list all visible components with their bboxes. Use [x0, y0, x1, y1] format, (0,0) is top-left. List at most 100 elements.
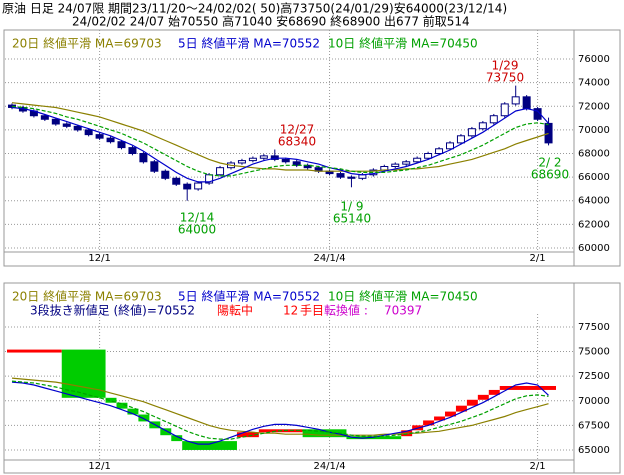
brick: [455, 405, 467, 412]
annotation-date: 1/ 9: [340, 200, 363, 214]
y-tick-label: 67500: [578, 420, 610, 431]
candle-body: [511, 96, 520, 105]
candle-body: [106, 137, 115, 143]
candle-body: [402, 161, 411, 165]
y-tick-label: 74000: [578, 78, 610, 89]
brick: [160, 428, 172, 436]
brick: [488, 389, 500, 395]
brick: [116, 402, 128, 409]
candle-body: [51, 118, 60, 125]
count: 12: [283, 304, 298, 318]
y-tick-label: 72500: [578, 371, 610, 382]
y-tick-label: 76000: [578, 54, 610, 65]
brick: [236, 432, 259, 438]
annotation-value: 64000: [178, 223, 216, 237]
top-panel: [3, 29, 621, 267]
candle-body: [456, 135, 465, 144]
annotation-date: 2/ 2: [538, 156, 561, 170]
y-tick-label: 75000: [578, 347, 610, 358]
candle-body: [150, 161, 159, 172]
candle-body: [347, 176, 356, 179]
brick: [138, 414, 150, 422]
annotation-value: 65140: [333, 212, 371, 226]
candle-body: [489, 115, 498, 124]
legend-entry: 10日 終値平滑 MA=70450: [328, 289, 478, 304]
x-tick-label: 2/1: [530, 253, 546, 264]
brick: [171, 435, 183, 442]
candle-body: [478, 122, 487, 130]
candle-body: [391, 163, 400, 168]
candle-body: [73, 125, 82, 131]
annotation-date: 12/27: [280, 123, 315, 137]
candle-body: [446, 142, 454, 150]
y-tick-label: 62000: [578, 219, 610, 230]
renko-label: 3段抜き新値足 (終値)=70552: [30, 303, 195, 318]
reversal-label: 転換値 :: [324, 303, 368, 318]
brick: [466, 399, 478, 406]
brick: [445, 411, 456, 417]
brick: [302, 429, 347, 438]
candle-body: [259, 155, 268, 159]
legend-entry: 20日 終値平滑 MA=69703: [12, 289, 162, 304]
y-tick-label: 65000: [578, 445, 610, 456]
candle-body: [84, 129, 93, 136]
candle-body: [62, 123, 71, 127]
brick: [477, 394, 489, 400]
y-tick-label: 66000: [578, 172, 610, 183]
brick: [499, 385, 556, 390]
candle-body: [413, 157, 422, 163]
legend-entry: 20日 終値平滑 MA=69703: [12, 36, 162, 51]
y-tick-label: 68000: [578, 149, 610, 160]
bottom-panel: [3, 282, 621, 474]
status: 陽転中: [217, 303, 253, 318]
candle-body: [292, 161, 301, 166]
brick: [105, 397, 117, 403]
ma-line: [11, 105, 549, 177]
header-line1: 原油 日足 24/07限 期間23/11/20～24/02/02( 50)高73…: [2, 1, 507, 16]
legend-entry: 5日 終値平滑 MA=70552: [178, 289, 320, 304]
y-tick-label: 70000: [578, 396, 610, 407]
y-tick-label: 72000: [578, 101, 610, 112]
reversal-value: 70397: [384, 304, 422, 318]
candle-body: [117, 141, 126, 149]
annotation-value: 68340: [278, 135, 316, 149]
x-tick-label: 24/1/4: [313, 461, 345, 472]
candle-body: [281, 158, 290, 163]
y-tick-label: 64000: [578, 196, 610, 207]
ma-line: [11, 102, 549, 172]
annotation-date: 1/29: [492, 59, 519, 73]
candle-body: [522, 96, 531, 110]
candle-body: [172, 177, 181, 185]
candle-body: [336, 173, 345, 178]
candle-body: [40, 115, 49, 120]
count-unit: 手目: [300, 304, 324, 318]
brick: [434, 416, 445, 421]
candle-body: [183, 183, 192, 190]
x-tick-label: 24/1/4: [313, 253, 345, 264]
candle-body: [194, 182, 203, 190]
candle-body: [128, 147, 137, 155]
annotation-value: 68690: [531, 168, 569, 182]
brick: [7, 349, 62, 353]
candle-body: [248, 157, 257, 162]
candle-body: [139, 153, 148, 163]
candle-body: [544, 122, 553, 144]
ma-line: [11, 381, 549, 445]
candle-body: [467, 128, 476, 137]
annotation-date: 12/14: [180, 211, 215, 225]
header-line2: 24/02/02 24/07 始70550 高71040 安68690 終689…: [72, 14, 470, 29]
y-tick-label: 60000: [578, 243, 610, 254]
x-tick-label: 12/1: [88, 461, 110, 472]
candle-body: [216, 167, 225, 176]
candle-body: [95, 134, 104, 139]
ma-line: [11, 380, 549, 440]
ma-line: [11, 106, 549, 183]
ma-line: [11, 377, 549, 436]
brick: [423, 420, 435, 426]
candle-body: [435, 148, 444, 155]
candle-body: [161, 170, 170, 179]
legend-entry: 5日 終値平滑 MA=70552: [178, 36, 320, 51]
brick: [127, 408, 139, 415]
